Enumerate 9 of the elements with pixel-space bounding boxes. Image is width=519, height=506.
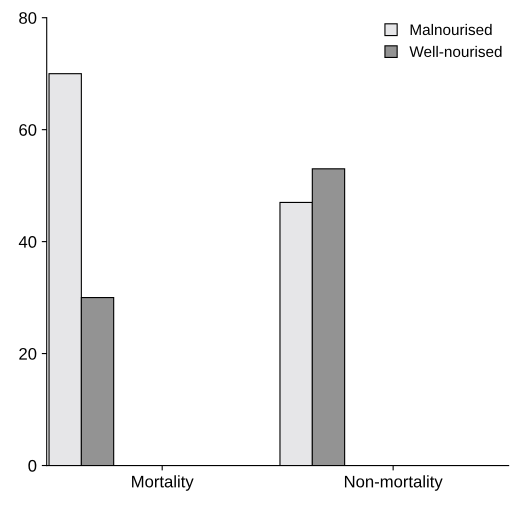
y-tick-label: 40 [18, 236, 36, 248]
y-tick-label: 0 [28, 460, 36, 472]
x-tick-label: Non-mortality [344, 475, 443, 491]
x-tick-label: Mortality [132, 475, 194, 491]
y-tick-label: 80 [19, 12, 36, 24]
y-tick-label: 60 [19, 124, 36, 136]
legend-label: Well-nourised [409, 46, 502, 58]
legend-label: Malnourised [410, 24, 492, 36]
y-tick-label: 20 [19, 348, 36, 360]
